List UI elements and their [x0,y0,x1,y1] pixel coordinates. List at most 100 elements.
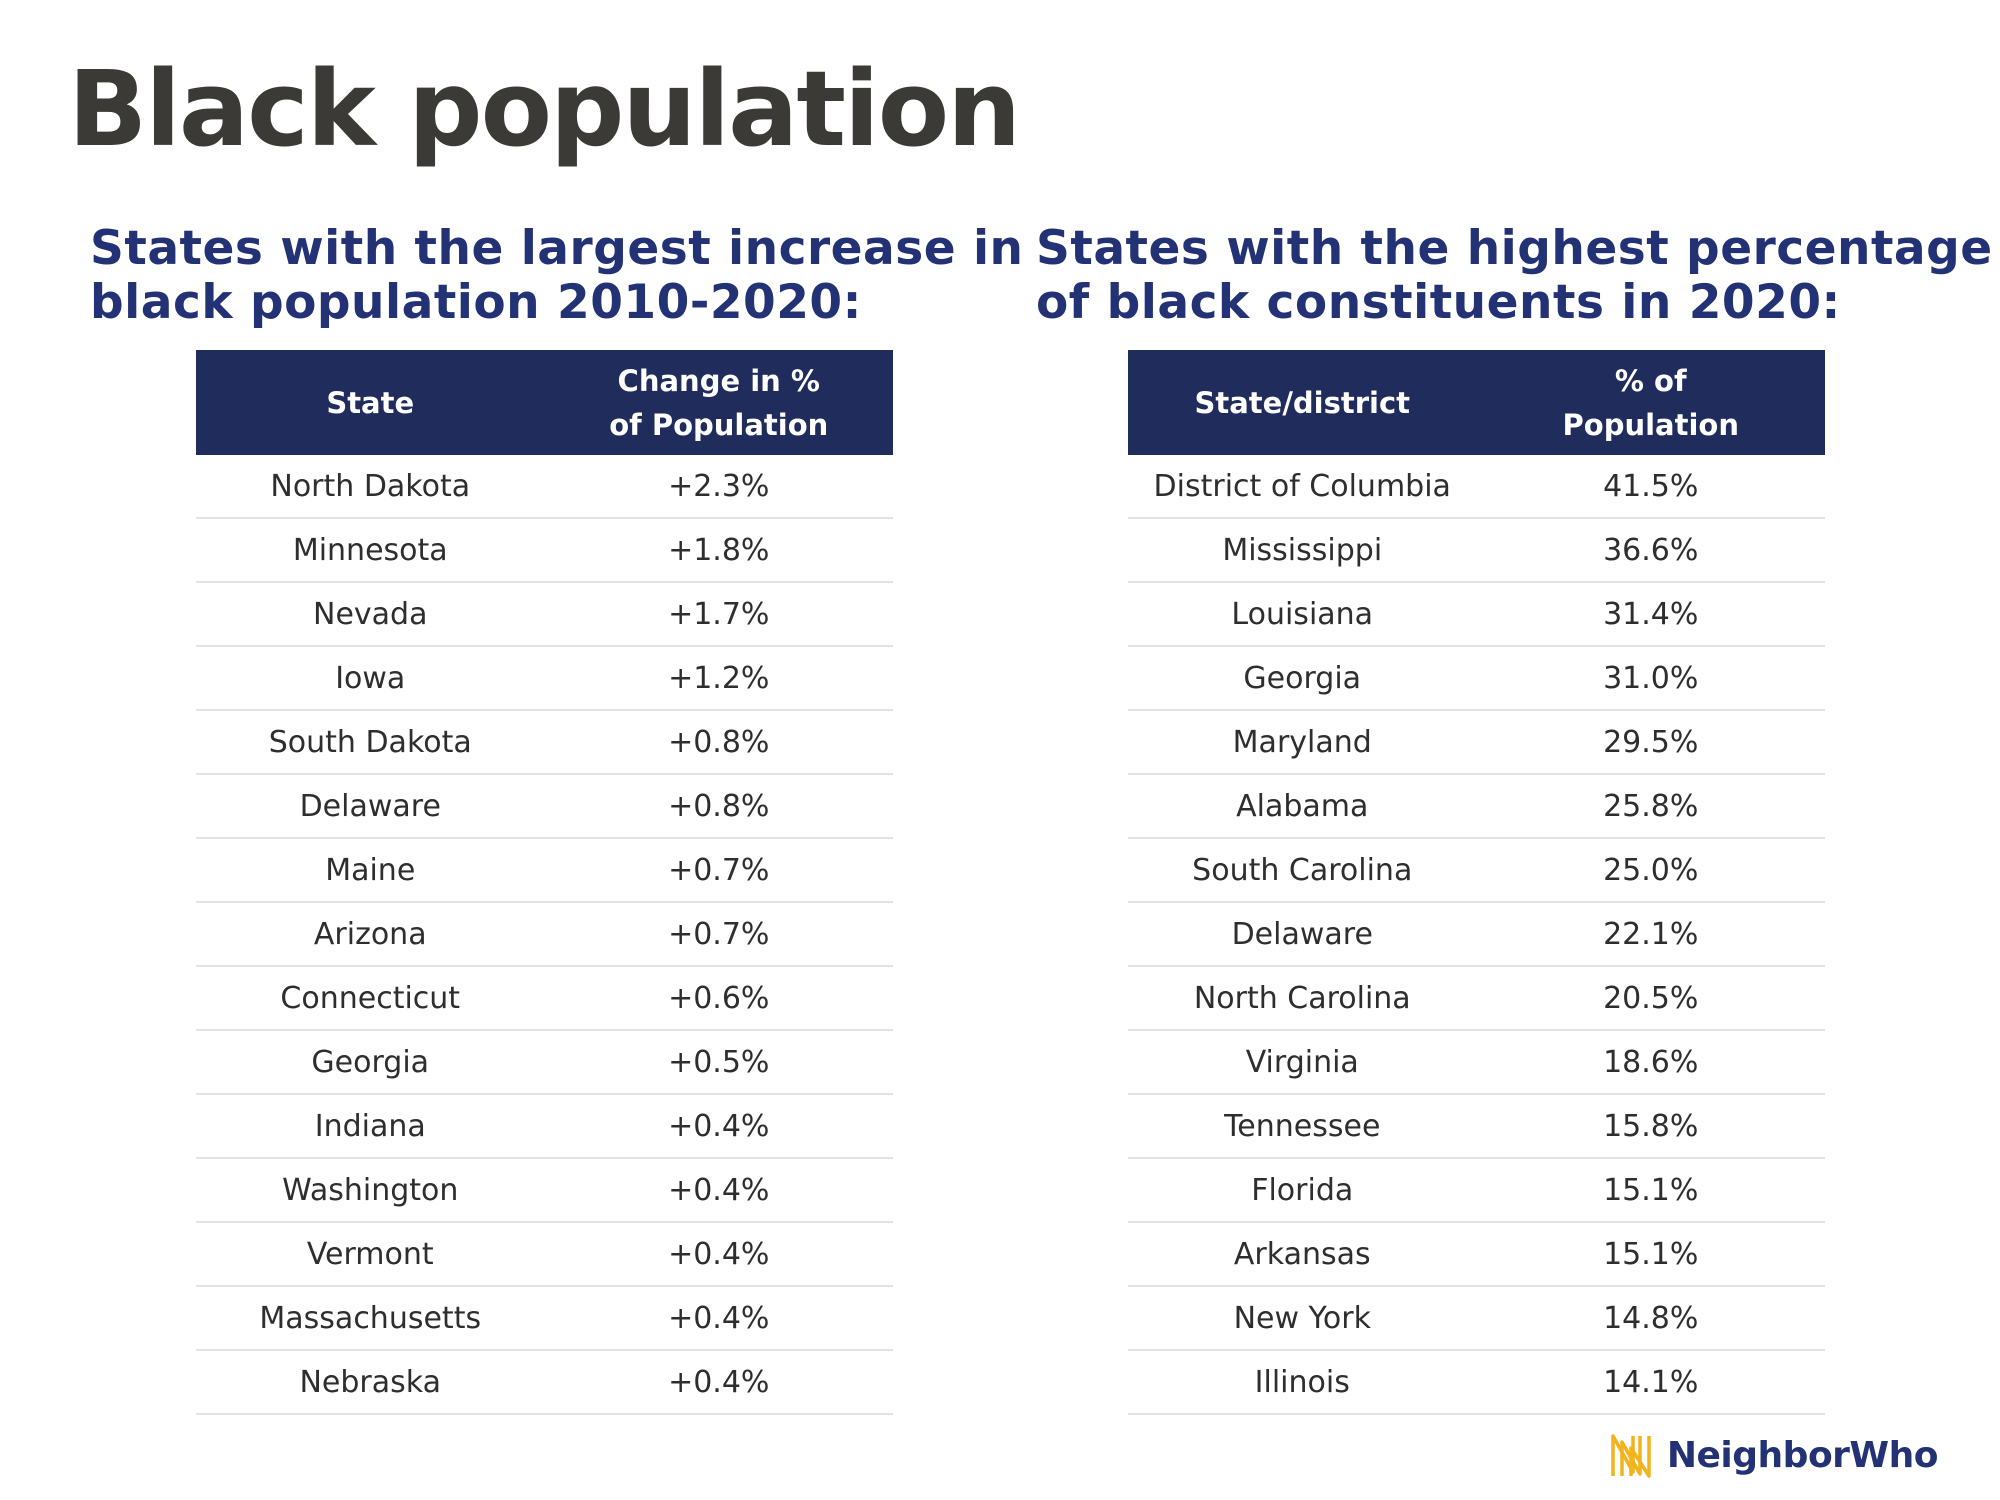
left-section: States with the largest increase in blac… [90,222,1024,330]
table-row: Delaware +0.8% [196,774,893,839]
percentage-state-cell: South Carolina [1128,838,1477,903]
increase-state-cell: Vermont [196,1222,545,1287]
increase-value-cell: +0.8% [544,710,893,775]
increase-state-cell: South Dakota [196,710,545,775]
increase-state-cell: Indiana [196,1094,545,1159]
percentage-value-cell: 14.8% [1476,1286,1825,1351]
increase-value-cell: +1.2% [544,646,893,711]
increase-state-cell: Nevada [196,582,545,647]
table-row: Maine +0.7% [196,838,893,903]
column-header-state: State [196,350,545,455]
table-row: Vermont +0.4% [196,1222,893,1287]
increase-value-cell: +0.7% [544,838,893,903]
table-row: Maryland 29.5% [1128,710,1825,775]
table-row: New York 14.8% [1128,1286,1825,1351]
increase-state-cell: Iowa [196,646,545,711]
table-row: Nevada +1.7% [196,582,893,647]
table-row: Mississippi 36.6% [1128,518,1825,583]
table-row: Georgia +0.5% [196,1030,893,1095]
percentage-state-cell: District of Columbia [1128,455,1477,519]
percentage-value-cell: 25.8% [1476,774,1825,839]
percentage-value-cell: 20.5% [1476,966,1825,1031]
percentage-value-cell: 15.8% [1476,1094,1825,1159]
table-header-row: State Change in % of Population [196,350,893,455]
table-header-row: State/district % of Population [1128,350,1825,455]
table-row: Washington +0.4% [196,1158,893,1223]
increase-value-cell: +2.3% [544,455,893,519]
neighborwho-logo-icon [1611,1434,1651,1478]
table-row: Minnesota +1.8% [196,518,893,583]
increase-value-cell: +0.7% [544,902,893,967]
increase-value-cell: +0.6% [544,966,893,1031]
percentage-value-cell: 15.1% [1476,1222,1825,1287]
percentage-value-cell: 36.6% [1476,518,1825,583]
column-header-change: Change in % of Population [544,350,893,455]
table-row: Iowa +1.2% [196,646,893,711]
increase-state-cell: Nebraska [196,1350,545,1415]
left-section-heading: States with the largest increase in blac… [90,222,1024,330]
table-row: Arizona +0.7% [196,902,893,967]
increase-state-cell: Arizona [196,902,545,967]
percentage-state-cell: Maryland [1128,710,1477,775]
increase-table-body: North Dakota +2.3% Minnesota +1.8% Nevada +1.… [196,455,893,1415]
percentage-table-body: District of Columbia 41.5% Mississippi 36.6… [1128,455,1825,1415]
increase-state-cell: Delaware [196,774,545,839]
increase-state-cell: Massachusetts [196,1286,545,1351]
percentage-table: State/district % of Population District … [1128,350,1825,1415]
increase-state-cell: Georgia [196,1030,545,1095]
table-row: Delaware 22.1% [1128,902,1825,967]
increase-state-cell: North Dakota [196,455,545,519]
right-section-heading: States with the highest percentage of bl… [1036,222,1993,330]
percentage-value-cell: 31.0% [1476,646,1825,711]
percentage-state-cell: Alabama [1128,774,1477,839]
percentage-value-cell: 14.1% [1476,1350,1825,1415]
table-row: Illinois 14.1% [1128,1350,1825,1415]
table-row: Virginia 18.6% [1128,1030,1825,1095]
increase-value-cell: +0.4% [544,1094,893,1159]
page-title: Black population [68,48,1021,170]
percentage-state-cell: New York [1128,1286,1477,1351]
percentage-state-cell: Florida [1128,1158,1477,1223]
percentage-value-cell: 41.5% [1476,455,1825,519]
percentage-state-cell: Illinois [1128,1350,1477,1415]
increase-state-cell: Minnesota [196,518,545,583]
table-row: South Dakota +0.8% [196,710,893,775]
percentage-state-cell: Georgia [1128,646,1477,711]
column-header-state-district: State/district [1128,350,1477,455]
table-row: Indiana +0.4% [196,1094,893,1159]
table-row: North Carolina 20.5% [1128,966,1825,1031]
brand-name: NeighborWho [1666,1434,1939,1476]
column-header-percent-line2: Population [1562,407,1739,442]
table-row: North Dakota +2.3% [196,455,893,519]
left-heading-line2: black population 2010-2020: [90,275,862,330]
increase-value-cell: +0.4% [544,1286,893,1351]
percentage-value-cell: 15.1% [1476,1158,1825,1223]
increase-state-cell: Maine [196,838,545,903]
table-row: Tennessee 15.8% [1128,1094,1825,1159]
percentage-state-cell: Delaware [1128,902,1477,967]
percentage-state-cell: Virginia [1128,1030,1477,1095]
table-row: Connecticut +0.6% [196,966,893,1031]
increase-table: State Change in % of Population North Da… [196,350,893,1415]
percentage-value-cell: 25.0% [1476,838,1825,903]
increase-value-cell: +0.4% [544,1222,893,1287]
percentage-state-cell: Arkansas [1128,1222,1477,1287]
increase-value-cell: +0.8% [544,774,893,839]
brand-logo: NeighborWho [1609,1430,1939,1480]
increase-value-cell: +0.4% [544,1158,893,1223]
left-heading-line1: States with the largest increase in [90,221,1024,276]
table-row: District of Columbia 41.5% [1128,455,1825,519]
right-heading-line2: of black constituents in 2020: [1036,275,1841,330]
increase-value-cell: +1.7% [544,582,893,647]
percentage-state-cell: North Carolina [1128,966,1477,1031]
percentage-state-cell: Louisiana [1128,582,1477,647]
percentage-value-cell: 31.4% [1476,582,1825,647]
table-row: Massachusetts +0.4% [196,1286,893,1351]
increase-value-cell: +0.4% [544,1350,893,1415]
table-row: South Carolina 25.0% [1128,838,1825,903]
column-header-change-line1: Change in % [617,363,820,398]
percentage-value-cell: 18.6% [1476,1030,1825,1095]
percentage-state-cell: Mississippi [1128,518,1477,583]
table-row: Louisiana 31.4% [1128,582,1825,647]
percentage-state-cell: Tennessee [1128,1094,1477,1159]
